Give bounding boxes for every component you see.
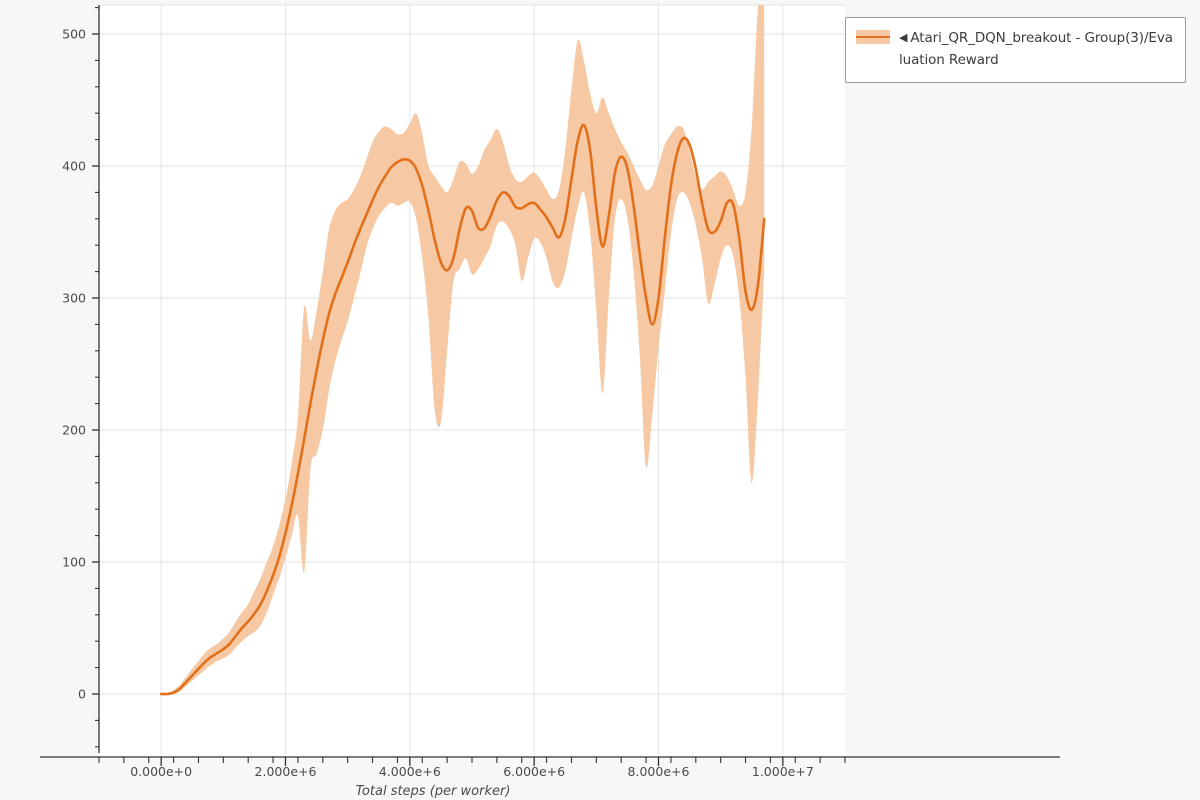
- x-axis-title: Total steps (per worker): [356, 784, 511, 799]
- legend-line-swatch: [856, 36, 890, 39]
- x-axis-tick-label: 8.000e+6: [628, 764, 690, 779]
- legend-arrow-icon: ◀: [899, 31, 908, 44]
- x-axis-tick-label: 0.000e+0: [130, 764, 192, 779]
- legend-series-name: Atari_QR_DQN_breakout - Group(3)/Evaluat…: [899, 30, 1173, 68]
- y-axis-tick-label: 200: [62, 423, 86, 438]
- legend-color-swatch: [856, 30, 890, 44]
- plot-area-background: [99, 5, 845, 757]
- tick-labels: 0 100 200 300 400 500 0.000e+0 2.000e+6 4.000e+6…: [62, 27, 814, 780]
- series-line: [159, 123, 766, 696]
- y-axis-tick-label: 400: [62, 159, 86, 174]
- axes: [40, 5, 1060, 766]
- x-axis-tick-label: 1.000e+7: [752, 764, 814, 779]
- chart-legend[interactable]: ◀ Atari_QR_DQN_breakout - Group(3)/Evalua…: [845, 17, 1186, 83]
- x-axis-tick-label: 2.000e+6: [255, 764, 317, 779]
- y-axis-tick-label: 500: [62, 27, 86, 42]
- y-axis-tick-label: 100: [62, 555, 86, 570]
- x-axis-tick-label: 6.000e+6: [503, 764, 565, 779]
- y-axis-tick-label: 0: [78, 687, 86, 702]
- legend-entry-label: ◀ Atari_QR_DQN_breakout - Group(3)/Evalua…: [899, 27, 1175, 71]
- grid-lines: [99, 4, 845, 757]
- series-mean-line: [159, 123, 766, 696]
- y-axis-tick-label: 300: [62, 291, 86, 306]
- x-axis-tick-label: 4.000e+6: [379, 764, 441, 779]
